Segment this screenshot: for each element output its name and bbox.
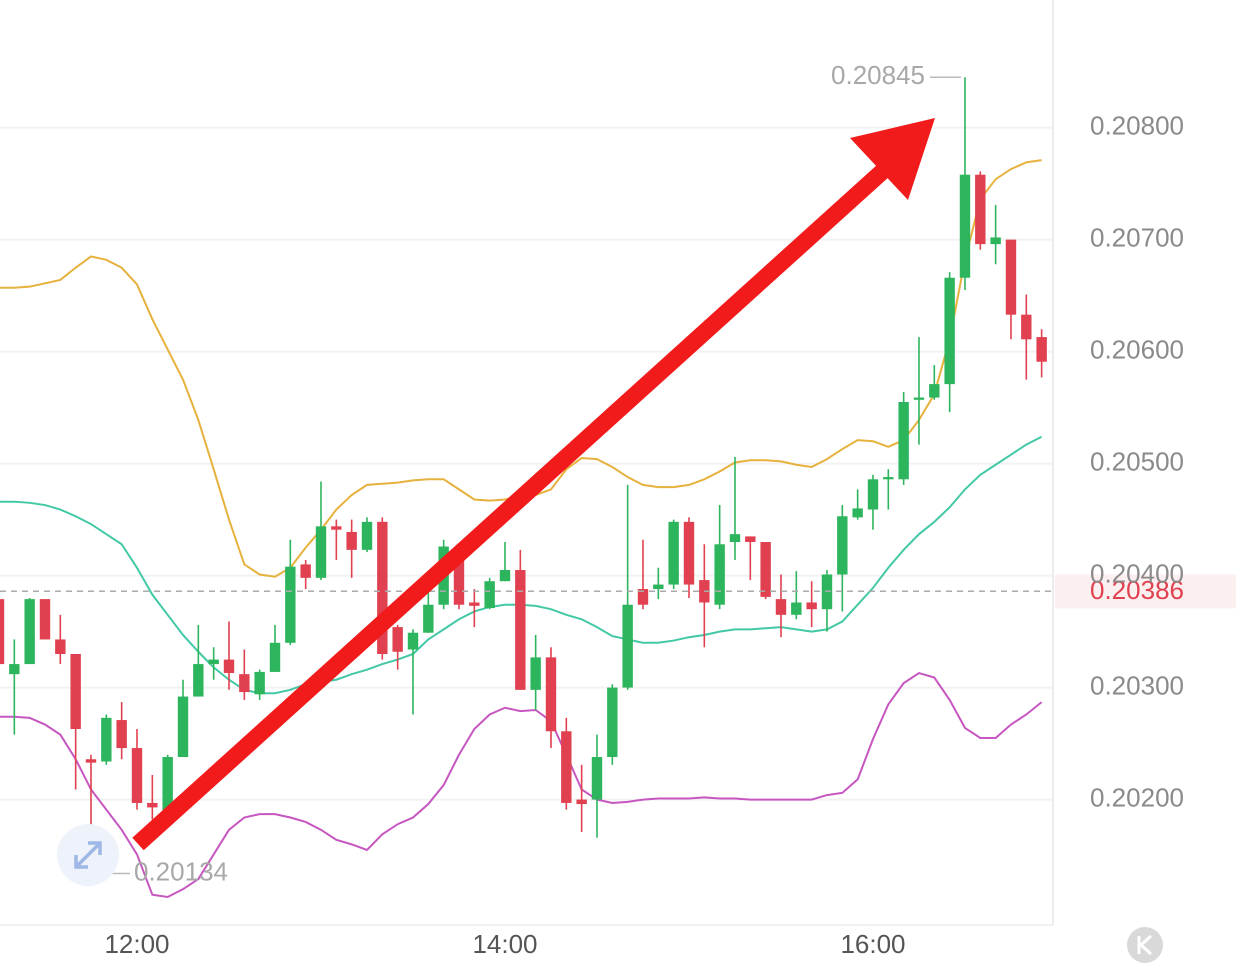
candle-body xyxy=(775,599,787,615)
candle-body xyxy=(561,731,572,803)
candle-body xyxy=(269,642,281,672)
candle-body xyxy=(852,508,863,518)
candle-body xyxy=(101,717,112,762)
y-tick-label: 0.20400 xyxy=(1090,558,1184,588)
candle-body xyxy=(361,521,373,550)
candle-body xyxy=(469,602,480,606)
arrow-shaft xyxy=(132,163,890,851)
x-tick-label: 16:00 xyxy=(840,929,905,959)
candle-body xyxy=(55,639,66,654)
candle-body xyxy=(285,566,296,643)
candle-body xyxy=(607,687,618,758)
candle-body xyxy=(254,671,265,695)
candle-body xyxy=(499,570,511,582)
y-tick-label: 0.20600 xyxy=(1090,335,1184,365)
candle-body xyxy=(1005,239,1017,315)
candle-body xyxy=(990,237,1001,245)
candle-body xyxy=(1036,337,1047,362)
candle-body xyxy=(576,799,587,805)
candle-body xyxy=(867,479,879,510)
candle-body xyxy=(407,632,419,650)
candle-body xyxy=(39,599,51,640)
grid xyxy=(0,126,1053,801)
y-tick-label: 0.20800 xyxy=(1090,111,1184,141)
overlay: 0.20845 0.20134 0.20386 xyxy=(0,60,1236,886)
k-button[interactable] xyxy=(1127,927,1163,963)
candle-body xyxy=(883,477,894,480)
candle-body xyxy=(806,602,817,610)
high-label: 0.20845 xyxy=(831,60,925,90)
candle-body xyxy=(392,627,403,652)
k-button-bg[interactable] xyxy=(1127,927,1163,963)
candle-body xyxy=(929,384,940,398)
y-tick-label: 0.20200 xyxy=(1090,782,1184,812)
candle-body xyxy=(208,659,219,665)
candle-body xyxy=(591,757,603,800)
trend-arrow xyxy=(132,118,935,851)
candle-body xyxy=(223,659,235,674)
candle-body xyxy=(315,526,327,578)
candle-body xyxy=(791,602,802,615)
candle-body xyxy=(515,570,526,690)
y-tick-label: 0.20300 xyxy=(1090,670,1184,700)
arrow-head xyxy=(850,118,935,200)
candle-body xyxy=(484,581,495,609)
candle-body xyxy=(668,521,679,585)
candle-body xyxy=(85,759,97,763)
k-icon[interactable] xyxy=(1137,934,1153,956)
candle-body xyxy=(622,604,633,688)
candle-body xyxy=(745,536,756,543)
candle-body xyxy=(423,604,434,633)
candle-body xyxy=(545,657,557,732)
band-line xyxy=(0,671,1043,899)
expand-button[interactable] xyxy=(57,824,119,886)
candle-body xyxy=(177,696,189,758)
candle-body xyxy=(760,542,771,597)
candle-body xyxy=(944,277,955,385)
candle-body xyxy=(24,599,35,665)
candle-body xyxy=(898,402,909,480)
candle-body xyxy=(637,589,649,605)
band-line xyxy=(0,159,1042,578)
candle-body xyxy=(9,664,20,675)
candle-body xyxy=(530,657,541,690)
candle-body xyxy=(714,544,725,605)
candle-body xyxy=(959,174,971,278)
candle-body xyxy=(239,674,250,693)
last-price-label: 0.20386 xyxy=(1090,575,1184,605)
candle-body xyxy=(653,584,664,590)
y-tick-label: 0.20700 xyxy=(1090,223,1184,253)
candle-body xyxy=(1021,314,1032,340)
candle-body xyxy=(300,564,311,578)
candle-body xyxy=(116,720,127,749)
candle-body xyxy=(162,757,173,815)
low-label: 0.20134 xyxy=(134,856,228,886)
candle-body xyxy=(0,599,5,665)
last-price-box xyxy=(1055,574,1236,609)
candle-body xyxy=(70,653,81,730)
candle-body xyxy=(729,534,741,543)
x-tick-label: 14:00 xyxy=(472,929,537,959)
expand-icon[interactable] xyxy=(74,841,102,869)
candle-body xyxy=(837,516,848,575)
y-tick-label: 0.20500 xyxy=(1090,446,1184,476)
candle-body xyxy=(377,521,388,654)
candle-body xyxy=(331,526,342,530)
x-tick-label: 12:00 xyxy=(104,929,169,959)
candle-body xyxy=(346,531,357,550)
candle-body xyxy=(683,521,695,585)
candle-body xyxy=(913,397,925,400)
candle-body xyxy=(131,748,143,803)
candle-body xyxy=(147,802,158,808)
candle-body xyxy=(193,664,204,697)
candle-body xyxy=(975,174,986,245)
candle-body xyxy=(453,552,465,605)
